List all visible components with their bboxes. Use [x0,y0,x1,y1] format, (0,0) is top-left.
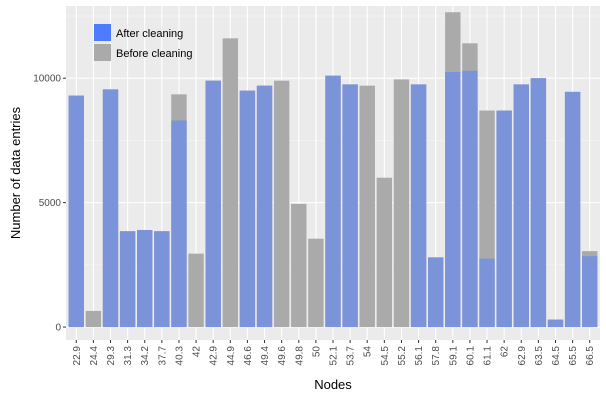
x-tick-label: 54 [363,346,374,358]
x-tick-label: 52.1 [329,346,340,366]
x-tick-label: 50 [311,346,322,358]
bar-after-cleaning [410,84,427,328]
bar-before-cleaning [291,203,307,328]
x-tick-label: 22.9 [72,346,83,366]
x-tick-label: 24.4 [89,346,100,366]
bar-before-cleaning [376,177,393,328]
bar-after-cleaning [342,84,358,328]
x-tick-label: 46.6 [243,346,254,366]
x-tick-label: 66.5 [585,346,596,366]
bar-after-cleaning [137,229,153,328]
x-tick-label: 53.7 [346,346,357,366]
x-tick-label: 42.9 [209,346,220,366]
x-tick-label: 63.5 [534,346,545,366]
bar-after-cleaning [102,89,119,328]
bar-after-cleaning [171,120,187,328]
bar-after-cleaning [445,71,461,328]
x-tick-label: 57.8 [431,346,442,366]
bar-after-cleaning [496,110,512,328]
legend-swatch-before [94,44,111,61]
x-tick-label: 44.9 [226,346,237,366]
legend: After cleaning Before cleaning [94,24,192,61]
bar-before-cleaning [308,238,324,328]
x-axis-title: Nodes [314,377,352,392]
x-axis: 22.9 24.4 29.3 31.3 34.2 37.7 40.3 42 42.9 44.9 46… [72,340,596,365]
legend-swatch-after [94,24,111,41]
bar-after-cleaning [205,80,221,328]
x-tick-label: 37.7 [157,346,168,366]
after-cleaning-bars [68,70,598,328]
bar-before-cleaning [222,38,239,328]
x-tick-label: 31.3 [123,346,134,366]
bar-before-cleaning [393,79,410,328]
bar-before-cleaning [273,80,290,328]
bar-after-cleaning [119,231,136,328]
bar-after-cleaning [462,70,478,328]
bar-after-cleaning [479,258,495,328]
x-tick-label: 61.1 [483,346,494,366]
y-axis: 0 5000 10000 [33,74,66,334]
bar-after-cleaning [427,257,444,328]
x-tick-label: 54.5 [380,346,391,366]
bar-before-cleaning [85,310,102,328]
bar-after-cleaning [582,256,598,328]
x-tick-label: 56.1 [414,346,425,366]
bar-after-cleaning [239,90,256,328]
bar-after-cleaning [564,91,581,328]
legend-label-before: Before cleaning [116,48,192,60]
x-tick-label: 49.4 [260,346,271,366]
bar-after-cleaning [256,85,273,328]
y-axis-title: Number of data entries [8,106,23,239]
y-tick-label: 0 [55,323,61,334]
x-tick-label: 42 [192,346,203,358]
x-tick-label: 62 [500,346,511,358]
x-tick-label: 64.5 [551,346,562,366]
x-tick-label: 60.1 [465,346,476,366]
x-tick-label: 29.3 [106,346,117,366]
x-tick-label: 55.2 [397,346,408,366]
x-tick-label: 49.6 [277,346,288,366]
bar-after-cleaning [154,231,170,328]
bar-after-cleaning [68,95,84,328]
x-tick-label: 49.8 [294,346,305,366]
y-tick-label: 5000 [39,198,62,209]
bar-before-cleaning [359,85,375,328]
bar-after-cleaning [325,75,341,328]
x-tick-label: 65.5 [568,346,579,366]
bar-before-cleaning [188,253,204,328]
bar-after-cleaning [530,78,547,328]
bar-after-cleaning [513,84,529,328]
x-tick-label: 59.1 [448,346,459,366]
x-tick-label: 34.2 [140,346,151,366]
x-tick-label: 62.9 [517,346,528,366]
bar-after-cleaning [547,319,564,328]
legend-label-after: After cleaning [116,28,183,40]
y-tick-label: 10000 [33,74,61,85]
x-tick-label: 40.3 [174,346,185,366]
